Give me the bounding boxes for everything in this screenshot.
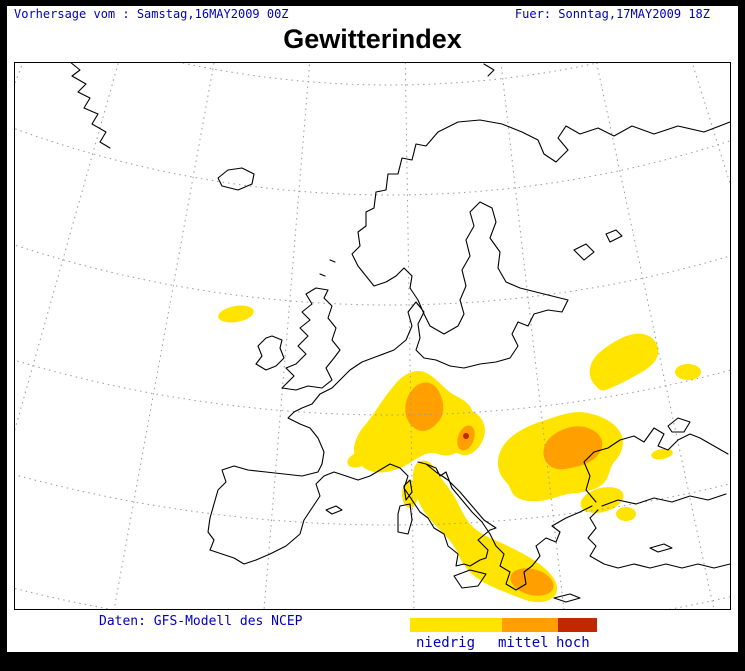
- risk-region: [412, 460, 558, 603]
- coastline-cyprus: [649, 543, 673, 553]
- coastlines-group: [69, 61, 731, 603]
- legend-swatch-niedrig: [410, 618, 502, 632]
- header-row: Vorhersage vom : Samstag,16MAY2009 00Z F…: [14, 7, 710, 21]
- coastline-azov: [667, 417, 691, 433]
- europe-map: [0, 0, 745, 636]
- legend-label-niedrig: niedrig: [416, 635, 476, 651]
- risk-regions-group: [218, 305, 701, 603]
- risk-region: [463, 433, 469, 439]
- data-source-text: Daten: GFS-Modell des NCEP: [99, 614, 303, 629]
- map-border: [14, 62, 731, 610]
- risk-region: [651, 448, 673, 460]
- coastline-balkans: [425, 463, 593, 591]
- graticule-group: [0, 0, 745, 636]
- coastline-ireland: [255, 335, 285, 371]
- legend-labels: niedrig mittel hoch: [410, 635, 630, 653]
- risk-region: [616, 507, 636, 521]
- risk-region: [510, 568, 554, 596]
- risk-region: [675, 364, 701, 380]
- coastline-greenland: [69, 61, 111, 149]
- coastline-lakes: [573, 229, 623, 261]
- risk-region: [405, 382, 444, 431]
- coastline-balearics: [325, 505, 343, 515]
- coastline-island: [483, 63, 495, 77]
- coastline-turkey-north: [601, 493, 727, 507]
- map-svg: [0, 0, 745, 636]
- forecast-valid-text: Fuer: Sonntag,17MAY2009 18Z: [514, 7, 710, 21]
- risk-region: [218, 305, 254, 323]
- coastline-mainland: [207, 119, 731, 567]
- legend-label-mittel: mittel: [498, 635, 549, 651]
- coastline-iceland: [217, 167, 255, 191]
- legend-swatch-mittel: [502, 618, 558, 632]
- legend-color-bar: [410, 618, 630, 632]
- page-title: Gewitterindex: [283, 24, 462, 54]
- plot-area: Vorhersage vom : Samstag,16MAY2009 00Z F…: [0, 0, 745, 652]
- risk-region: [589, 333, 659, 391]
- coastline-crete: [553, 593, 581, 603]
- legend: niedrig mittel hoch: [410, 618, 630, 652]
- legend-label-hoch: hoch: [556, 635, 590, 651]
- coastline-sardinia: [397, 503, 413, 535]
- coastline-turkey-south: [587, 509, 731, 569]
- forecast-init-text: Vorhersage vom : Samstag,16MAY2009 00Z: [14, 7, 289, 21]
- coastline-blacksea-north: [583, 427, 729, 503]
- legend-swatch-hoch: [558, 618, 597, 632]
- coastline-sicily: [453, 569, 487, 589]
- coastline-islands-north: [319, 259, 336, 277]
- coastline-britain: [281, 287, 341, 391]
- coastline-corsica: [403, 479, 413, 501]
